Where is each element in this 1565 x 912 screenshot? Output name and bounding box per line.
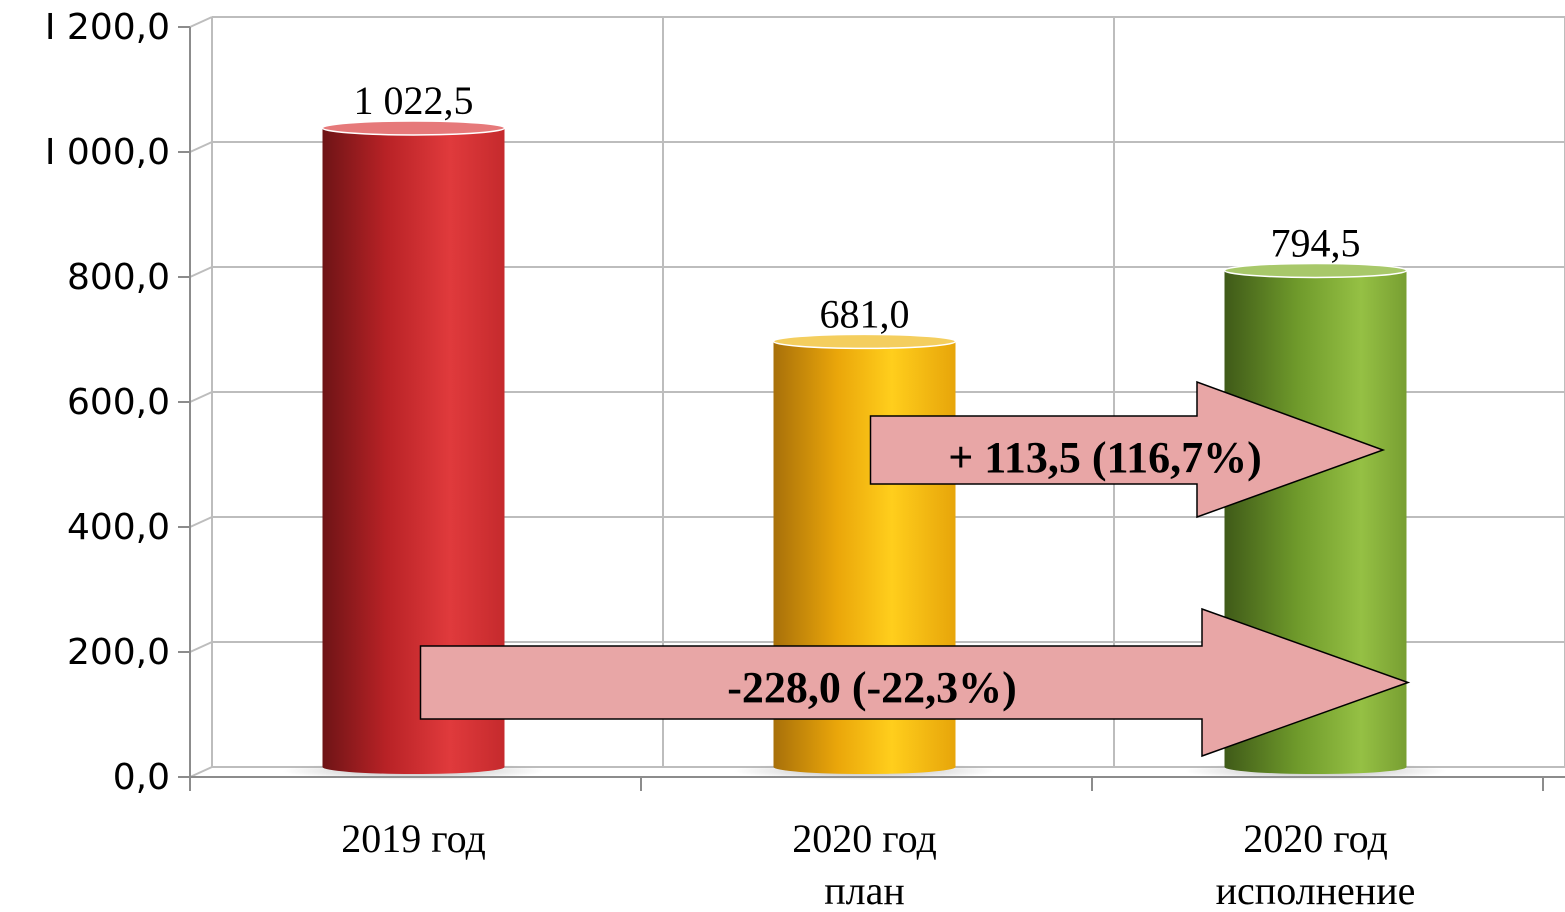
- x-tick-label: исполнение: [1216, 868, 1416, 912]
- data-label: 681,0: [820, 291, 910, 336]
- x-tick-label: план: [824, 868, 905, 912]
- gridline-wall: [189, 516, 213, 528]
- y-tick-label: 400,0: [67, 507, 170, 548]
- gridline-wall: [189, 16, 213, 28]
- bar-top: [772, 333, 957, 350]
- y-tick-label: 800,0: [67, 257, 170, 298]
- x-tick-label: 2019 год: [341, 816, 486, 861]
- annotation-arrow: [419, 607, 1411, 758]
- data-label: 794,5: [1271, 220, 1361, 265]
- gridline-wall: [189, 766, 213, 778]
- annotation-label: + 113,5 (116,7%): [948, 433, 1262, 482]
- x-tick-label: 2020 год: [792, 816, 937, 861]
- gridline-wall: [189, 266, 213, 278]
- bar: [322, 127, 505, 775]
- gridline-wall: [189, 391, 213, 403]
- bar-top: [321, 120, 506, 136]
- data-label: 1 022,5: [354, 78, 474, 123]
- gridline-wall: [189, 641, 213, 653]
- bar-top: [1223, 262, 1408, 279]
- annotation-label: -228,0 (-22,3%): [727, 663, 1017, 712]
- labels: 1 022,5 2019 год 681,0 2020 год план 794,5 202…: [341, 78, 1415, 912]
- annotation-arrow: [869, 380, 1386, 519]
- y-tick-label: 0,0: [113, 757, 170, 798]
- y-tick-label: 600,0: [67, 382, 170, 423]
- y-tick-label: I 200,0: [45, 7, 170, 48]
- gridline-wall: [189, 141, 213, 153]
- annotations: + 113,5 (116,7%) -228,0 (-22,3%): [419, 380, 1411, 758]
- x-tick-label: 2020 год: [1243, 816, 1388, 861]
- y-tick-label: 200,0: [67, 632, 170, 673]
- y-tick-label: I 000,0: [45, 132, 170, 173]
